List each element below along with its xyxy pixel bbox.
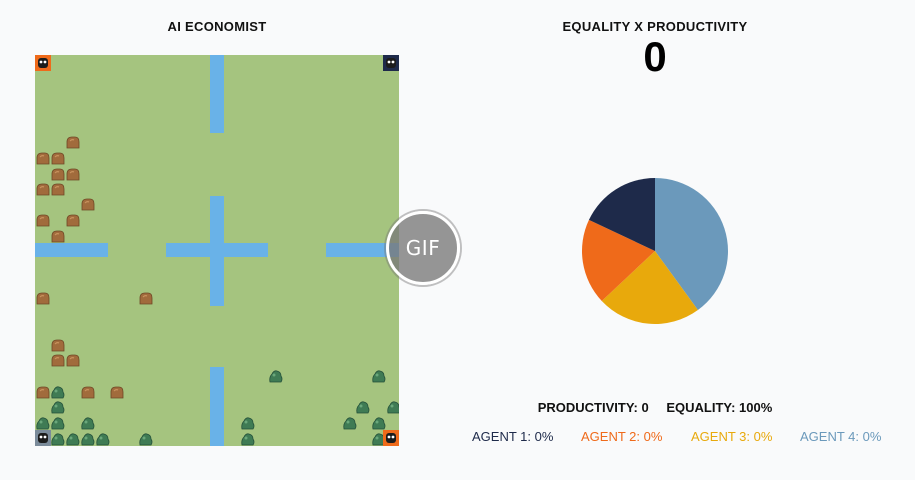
- agent-layer: [35, 55, 399, 446]
- water-layer: [35, 55, 399, 446]
- tree-icon: [51, 433, 65, 446]
- tree-layer: [36, 370, 399, 446]
- tree-icon: [96, 433, 110, 446]
- water-strip: [326, 243, 399, 257]
- tree-icon: [372, 370, 386, 383]
- pie-slice: [601, 251, 698, 324]
- agent-2-label: AGENT 2: 0%: [581, 429, 663, 444]
- tree-icon: [51, 417, 65, 430]
- pie-slice: [582, 219, 655, 301]
- tree-icon: [51, 386, 65, 399]
- stone-icon: [81, 386, 95, 399]
- tree-icon: [51, 401, 65, 414]
- stone-icon: [51, 152, 65, 165]
- world-title: AI ECONOMIST: [167, 19, 267, 34]
- stone-icon: [36, 386, 50, 399]
- stone-layer: [36, 136, 153, 399]
- tree-icon: [66, 433, 80, 446]
- pie-chart: [582, 178, 728, 324]
- pie-slice: [588, 178, 655, 251]
- agent-orange-icon: [383, 430, 399, 446]
- agent-orange-icon: [35, 55, 51, 71]
- tree-icon: [241, 433, 255, 446]
- tree-icon: [139, 433, 153, 446]
- agent-3-label: AGENT 3: 0%: [691, 429, 773, 444]
- gif-label: GIF: [405, 236, 441, 260]
- stone-icon: [66, 214, 80, 227]
- agent-gray-icon: [35, 430, 51, 446]
- water-strip: [210, 367, 224, 446]
- stone-icon: [36, 292, 50, 305]
- agent-4-label: AGENT 4: 0%: [800, 429, 882, 444]
- stone-icon: [36, 183, 50, 196]
- stone-icon: [110, 386, 124, 399]
- stone-icon: [139, 292, 153, 305]
- gif-play-button[interactable]: GIF: [386, 211, 460, 285]
- stone-icon: [51, 168, 65, 181]
- stone-icon: [51, 354, 65, 367]
- stone-icon: [36, 152, 50, 165]
- score-value: 0: [643, 33, 667, 80]
- tree-icon: [241, 417, 255, 430]
- tree-icon: [387, 401, 399, 414]
- stone-icon: [51, 339, 65, 352]
- water-strip: [210, 55, 224, 133]
- pie-slice: [655, 178, 728, 311]
- stats-line: PRODUCTIVITY: 0 EQUALITY: 100%: [505, 400, 805, 415]
- stone-icon: [66, 354, 80, 367]
- stone-icon: [81, 198, 95, 211]
- agent-navy-icon: [383, 55, 399, 71]
- tree-icon: [343, 417, 357, 430]
- stone-icon: [51, 230, 65, 243]
- water-strip: [166, 243, 268, 257]
- tree-icon: [356, 401, 370, 414]
- world-grid: [35, 55, 399, 446]
- tree-icon: [81, 433, 95, 446]
- stone-icon: [36, 214, 50, 227]
- tree-icon: [81, 417, 95, 430]
- productivity-stat: PRODUCTIVITY: 0: [537, 400, 649, 415]
- agent-1-label: AGENT 1: 0%: [472, 429, 554, 444]
- water-strip: [35, 243, 108, 257]
- tree-icon: [372, 417, 386, 430]
- stone-icon: [66, 136, 80, 149]
- tree-icon: [372, 433, 386, 446]
- stone-icon: [66, 168, 80, 181]
- stone-icon: [51, 183, 65, 196]
- tree-icon: [269, 370, 283, 383]
- metric-title: EQUALITY X PRODUCTIVITY: [562, 19, 748, 34]
- equality-stat: EQUALITY: 100%: [666, 400, 773, 415]
- tree-icon: [36, 417, 50, 430]
